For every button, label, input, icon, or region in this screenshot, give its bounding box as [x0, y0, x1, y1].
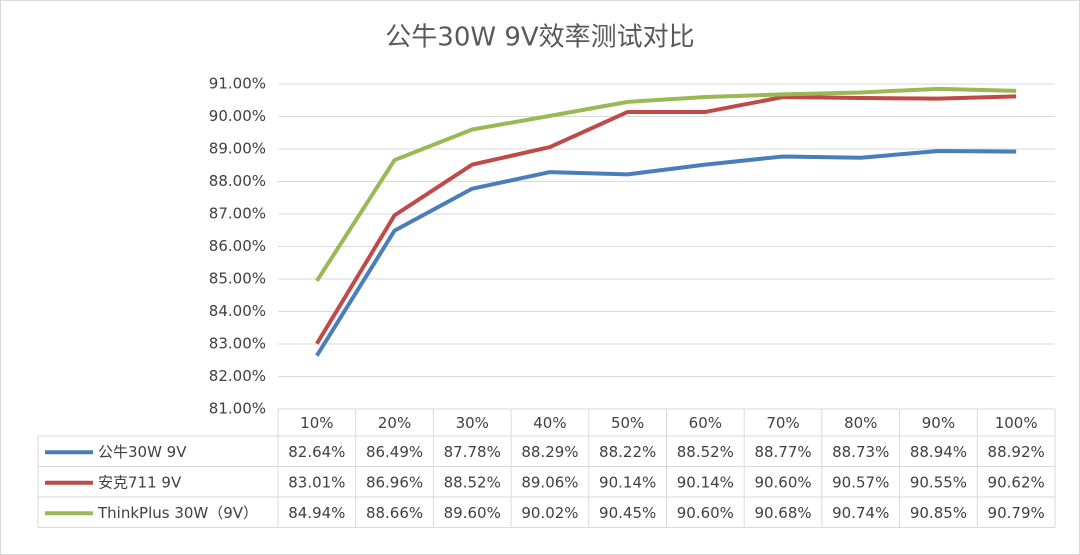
table-value: 90.68% [754, 504, 811, 522]
table-value: 90.74% [832, 504, 889, 522]
table-value: 90.02% [521, 504, 578, 522]
legend-label: ThinkPlus 30W（9V） [97, 504, 258, 522]
table-value: 82.64% [288, 443, 345, 461]
table-value: 87.78% [444, 443, 501, 461]
x-tick-label: 70% [766, 414, 799, 432]
x-tick-label: 30% [456, 414, 489, 432]
table-value: 83.01% [288, 473, 345, 491]
table-value: 90.14% [599, 473, 656, 491]
x-tick-label: 10% [300, 414, 333, 432]
table-value: 88.94% [910, 443, 967, 461]
table-value: 88.29% [521, 443, 578, 461]
x-tick-label: 80% [844, 414, 877, 432]
y-tick-label: 82.00% [209, 367, 266, 385]
table-value: 88.92% [988, 443, 1045, 461]
y-tick-label: 87.00% [209, 205, 266, 223]
y-tick-label: 88.00% [209, 172, 266, 190]
y-tick-label: 81.00% [209, 400, 266, 418]
series-line [315, 94, 1017, 345]
table-value: 88.73% [832, 443, 889, 461]
table-value: 89.60% [444, 504, 501, 522]
table-value: 86.96% [366, 473, 423, 491]
x-tick-label: 90% [922, 414, 955, 432]
table-value: 89.06% [521, 473, 578, 491]
table-value: 90.14% [677, 473, 734, 491]
y-tick-label: 84.00% [209, 302, 266, 320]
table-value: 90.85% [910, 504, 967, 522]
table-value: 88.52% [677, 443, 734, 461]
table-value: 88.52% [444, 473, 501, 491]
y-tick-label: 86.00% [209, 237, 266, 255]
x-tick-label: 40% [533, 414, 566, 432]
y-tick-label: 91.00% [209, 75, 266, 93]
table-value: 90.60% [677, 504, 734, 522]
table-value: 86.49% [366, 443, 423, 461]
chart-title: 公牛30W 9V效率测试对比 [385, 23, 694, 53]
table-value: 90.45% [599, 504, 656, 522]
legend-label: 安克711 9V [98, 473, 182, 491]
legend-label: 公牛30W 9V [98, 443, 187, 461]
table-value: 90.79% [988, 504, 1045, 522]
table-value: 90.55% [910, 473, 967, 491]
series-line [315, 148, 1017, 357]
table-value: 88.77% [754, 443, 811, 461]
x-tick-label: 100% [995, 414, 1038, 432]
table-value: 90.62% [988, 473, 1045, 491]
series-line [315, 86, 1017, 283]
table-value: 90.57% [832, 473, 889, 491]
y-tick-label: 89.00% [209, 140, 266, 158]
table-value: 90.60% [754, 473, 811, 491]
y-tick-label: 85.00% [209, 270, 266, 288]
x-tick-label: 50% [611, 414, 644, 432]
table-value: 84.94% [288, 504, 345, 522]
y-tick-label: 90.00% [209, 107, 266, 125]
table-value: 88.22% [599, 443, 656, 461]
table-value: 88.66% [366, 504, 423, 522]
y-tick-label: 83.00% [209, 335, 266, 353]
x-tick-label: 60% [689, 414, 722, 432]
x-tick-label: 20% [378, 414, 411, 432]
